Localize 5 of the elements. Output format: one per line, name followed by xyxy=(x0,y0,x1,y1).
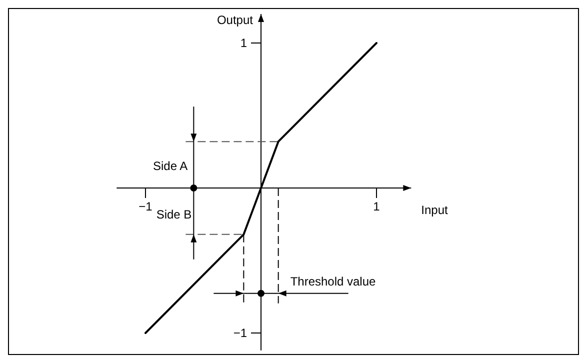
y-axis-title: Output xyxy=(216,13,254,27)
annotation: Threshold value xyxy=(290,274,376,288)
x-axis-title: Input xyxy=(421,203,449,217)
annotation: Side A xyxy=(152,159,188,173)
annotation: Side B xyxy=(156,207,192,222)
